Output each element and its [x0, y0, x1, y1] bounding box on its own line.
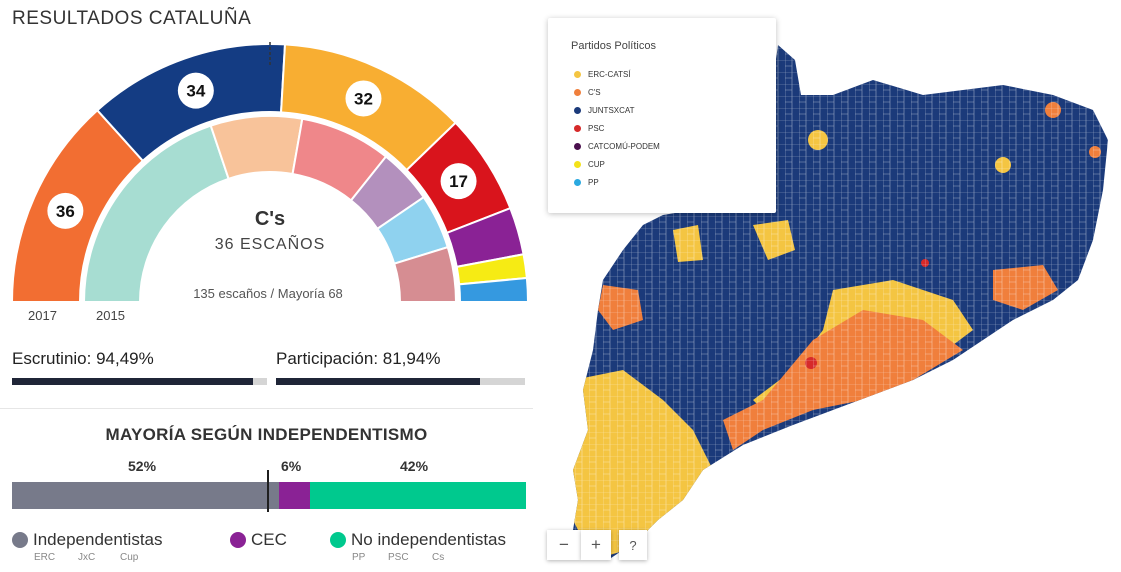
sub-cup: Cup [120, 552, 139, 563]
seat-arc-2015-5 [392, 245, 458, 303]
legend-no-independentistas: No independentistas [330, 530, 506, 550]
participacion-bar-fill [276, 378, 481, 385]
seat-arc-6 [458, 276, 530, 303]
seat-count-label: 34 [186, 82, 205, 101]
sub-pp: PP [352, 552, 366, 563]
pct-no-independentistas: 42% [400, 458, 429, 474]
sub-cs: Cs [432, 552, 445, 563]
legend-item-label: CATCOMÚ-PODEM [588, 142, 660, 151]
segment-no-independentistas [310, 482, 526, 509]
participacion-label: Participación: 81,94% [276, 349, 441, 368]
legend-label: No independentistas [351, 530, 507, 549]
legend-item-label: PSC [588, 124, 605, 133]
seat-badge [47, 192, 84, 229]
majority-stacked-bar [12, 482, 526, 509]
seats-summary: 135 escaños / Mayoría 68 [193, 286, 343, 301]
dot-icon [574, 161, 581, 168]
hemicycle-chart: 36 34 32 17 C's 36 ESCAÑOS 135 escaños / Ma… [10, 42, 530, 303]
legend-item-cs: C'S [574, 88, 601, 97]
escrutinio-bar [12, 378, 267, 385]
seat-badge [440, 163, 477, 200]
sub-psc: PSC [388, 552, 409, 563]
legend-item-label: CUP [588, 160, 605, 169]
dot-icon [574, 179, 581, 186]
seat-count-label: 32 [354, 89, 373, 108]
legend-item-catcomu-podem: CATCOMÚ-PODEM [574, 142, 660, 151]
legend-title: Partidos Políticos [571, 40, 656, 52]
dot-icon [574, 107, 581, 114]
divider [0, 408, 533, 409]
pct-cec: 6% [281, 458, 302, 474]
dot-icon [230, 532, 246, 548]
segment-cec [279, 482, 311, 509]
results-panel: RESULTADOS CATALUÑA 36 34 32 17 C's 36 ESCA… [0, 0, 533, 572]
legend-item-juntsxcat: JUNTSXCAT [574, 106, 635, 115]
legend-item-label: JUNTSXCAT [588, 106, 635, 115]
seat-arc-2015-1 [209, 115, 304, 181]
escrutinio-label: Escrutinio: 94,49% [12, 349, 154, 368]
legend-item-erc-catsi: ERC-CATSÍ [574, 70, 631, 79]
year-2017-label: 2017 [28, 308, 57, 323]
pct-independentistas: 52% [128, 458, 157, 474]
leader-seats: 36 ESCAÑOS [215, 233, 325, 253]
legend-item-cup: CUP [574, 160, 605, 169]
legend-item-psc: PSC [574, 124, 604, 133]
legend-item-label: ERC-CATSÍ [588, 70, 631, 79]
legend-cec: CEC [230, 530, 287, 550]
dot-icon [12, 532, 28, 548]
legend-label: CEC [251, 530, 287, 549]
zoom-in-button[interactable]: + [581, 530, 611, 560]
participacion-bar [276, 378, 525, 385]
seat-badge [345, 80, 382, 117]
help-button[interactable]: ? [619, 530, 647, 560]
dot-icon [330, 532, 346, 548]
sub-erc: ERC [34, 552, 56, 563]
page-title: RESULTADOS CATALUÑA [12, 8, 252, 29]
legend-item-label: PP [588, 178, 599, 187]
dot-icon [574, 125, 581, 132]
leader-party: C's [255, 208, 285, 230]
legend-item-pp: PP [574, 178, 599, 187]
majority-title: MAYORÍA SEGÚN INDEPENDENTISMO [105, 425, 428, 444]
year-2015-label: 2015 [96, 308, 125, 323]
map-legend: Partidos Políticos ERC-CATSÍ C'S JUNTSXC… [548, 18, 776, 213]
zoom-out-button[interactable]: − [547, 530, 581, 560]
seat-count-label: 17 [449, 172, 468, 191]
sub-jxc: JxC [78, 552, 96, 563]
seat-badge [177, 72, 214, 109]
legend-independentistas: Independentistas [12, 530, 163, 550]
dot-icon [574, 71, 581, 78]
dot-icon [574, 89, 581, 96]
escrutinio-bar-fill [12, 378, 253, 385]
legend-item-label: C'S [588, 88, 601, 97]
legend-label: Independentistas [33, 530, 163, 549]
seat-count-label: 36 [56, 202, 75, 221]
majority-center-line [267, 470, 269, 512]
dot-icon [574, 143, 581, 150]
segment-independentistas [12, 482, 280, 509]
